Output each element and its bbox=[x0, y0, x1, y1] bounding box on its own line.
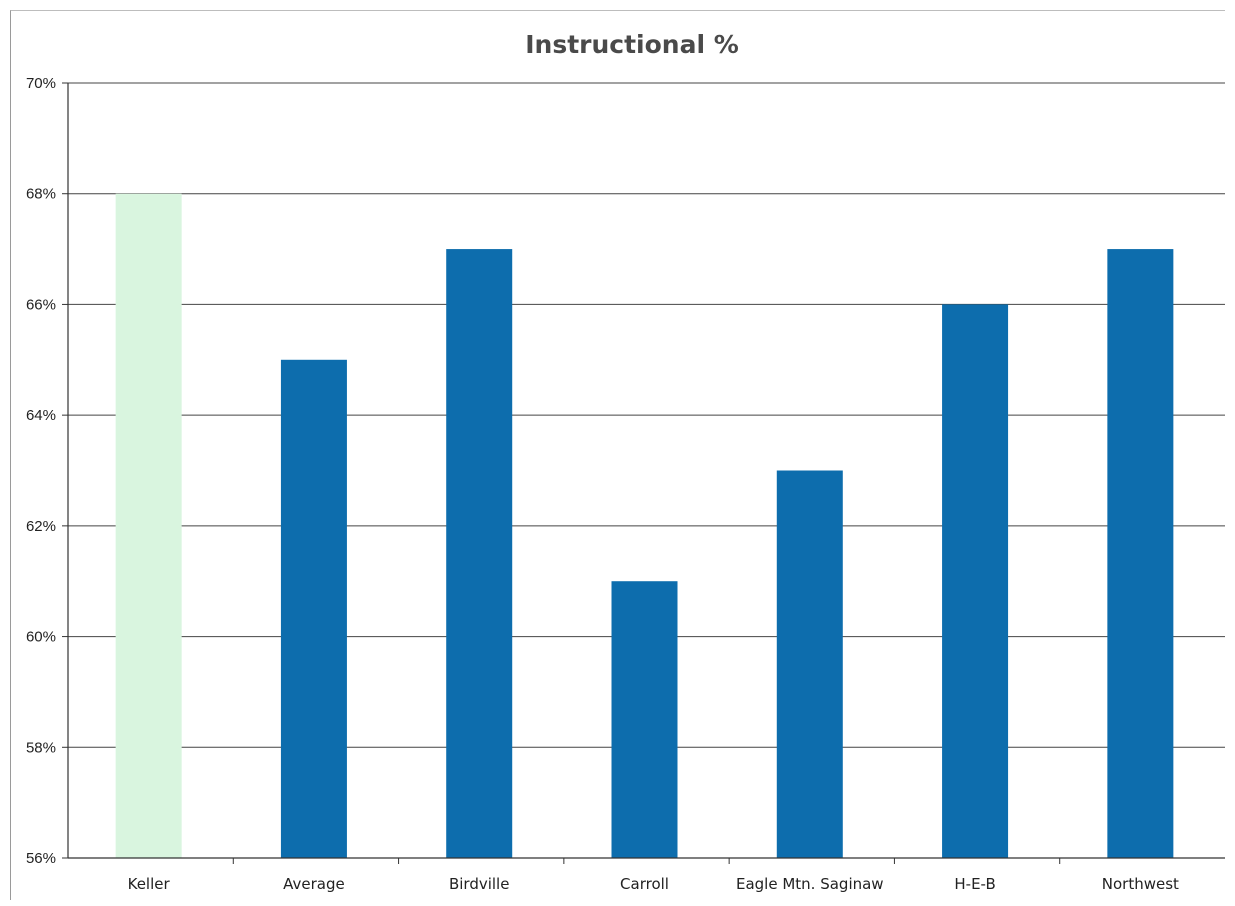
y-tick-label: 58% bbox=[26, 739, 56, 756]
y-tick-label: 64% bbox=[26, 407, 56, 424]
chart-title: Instructional % bbox=[525, 30, 739, 59]
x-category-label: Eagle Mtn. Saginaw bbox=[736, 875, 884, 893]
labels: 56% 58% 60% 62% 64% 66% 68% 70% Keller Average Bir… bbox=[26, 75, 1179, 893]
x-category-label: Keller bbox=[128, 875, 171, 893]
bars bbox=[115, 193, 1174, 859]
bar-birdville bbox=[446, 249, 513, 859]
x-category-label: Carroll bbox=[620, 875, 669, 893]
x-category-label: Northwest bbox=[1102, 875, 1179, 893]
x-category-label: Average bbox=[283, 875, 345, 893]
bar-eagle-mtn-saginaw bbox=[776, 470, 843, 858]
y-tick-label: 56% bbox=[26, 850, 56, 867]
bar-average bbox=[280, 359, 347, 858]
y-tick-label: 70% bbox=[26, 75, 56, 92]
y-tick-label: 62% bbox=[26, 518, 56, 535]
bar-northwest bbox=[1107, 249, 1174, 859]
y-tick-label: 60% bbox=[26, 629, 56, 646]
x-category-label: Birdville bbox=[449, 875, 510, 893]
y-tick-label: 68% bbox=[26, 186, 56, 203]
y-tick-label: 66% bbox=[26, 296, 56, 313]
bar-keller bbox=[115, 193, 182, 858]
bar-h-e-b bbox=[942, 304, 1009, 858]
bar-carroll bbox=[611, 581, 678, 858]
axes bbox=[62, 82, 1225, 864]
x-category-label: H-E-B bbox=[954, 875, 995, 893]
